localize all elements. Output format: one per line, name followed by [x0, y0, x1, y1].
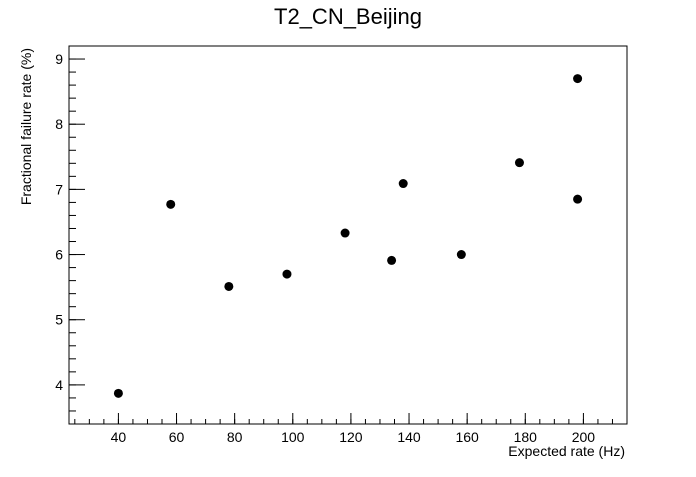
data-point: [224, 281, 234, 291]
y-tick-label: 8: [55, 116, 63, 132]
x-tick-label: 200: [572, 429, 596, 445]
data-points: [113, 74, 583, 398]
x-tick-label: 160: [455, 429, 479, 445]
data-point: [113, 388, 123, 398]
x-tick-label: 80: [227, 429, 243, 445]
data-point: [387, 255, 397, 265]
chart-title: T2_CN_Beijing: [274, 4, 422, 29]
y-tick-label: 6: [55, 247, 63, 263]
data-point: [340, 228, 350, 238]
y-axis-label: Fractional failure rate (%): [18, 48, 34, 205]
y-tick-label: 9: [55, 51, 63, 67]
x-tick-label: 40: [111, 429, 127, 445]
data-point: [573, 74, 583, 84]
x-tick-label: 120: [339, 429, 363, 445]
data-point: [398, 179, 408, 189]
data-point: [456, 250, 466, 260]
x-tick-label: 100: [281, 429, 305, 445]
x-tick-label: 140: [397, 429, 421, 445]
y-tick-label: 7: [55, 181, 63, 197]
x-tick-label: 180: [514, 429, 538, 445]
plot-frame: [68, 45, 628, 425]
data-point: [166, 199, 176, 209]
data-point: [282, 269, 292, 279]
x-axis: 40 60 80 100 120 140 160 180 200: [74, 413, 628, 445]
y-axis: 4 5 6 7 8 9: [55, 45, 85, 425]
data-point: [514, 158, 524, 168]
x-tick-label: 60: [169, 429, 185, 445]
data-point: [573, 194, 583, 204]
y-tick-label: 4: [55, 377, 63, 393]
y-tick-label: 5: [55, 312, 63, 328]
x-axis-label: Expected rate (Hz): [508, 443, 625, 459]
